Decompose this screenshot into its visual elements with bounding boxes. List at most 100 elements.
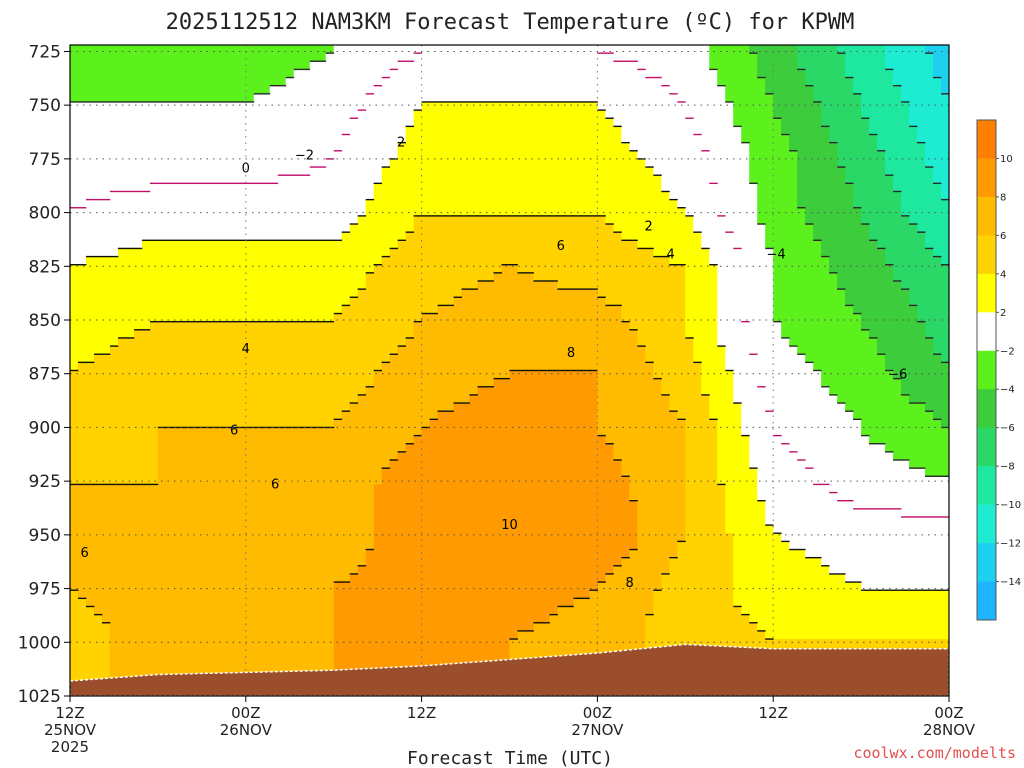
temperature-cell bbox=[549, 289, 559, 298]
temperature-cell bbox=[349, 508, 359, 518]
temperature-cell bbox=[357, 508, 367, 518]
temperature-cell bbox=[165, 77, 175, 87]
temperature-cell bbox=[557, 370, 567, 380]
temperature-cell bbox=[269, 280, 279, 290]
temperature-cell bbox=[501, 93, 511, 103]
temperature-cell bbox=[85, 183, 95, 193]
temperature-cell bbox=[549, 378, 559, 388]
temperature-cell bbox=[533, 199, 543, 209]
temperature-cell bbox=[293, 232, 303, 241]
temperature-cell bbox=[437, 606, 447, 616]
temperature-cell bbox=[93, 582, 103, 591]
temperature-cell bbox=[485, 525, 495, 534]
temperature-cell bbox=[77, 451, 87, 461]
temperature-cell bbox=[261, 378, 271, 388]
temperature-cell bbox=[70, 443, 79, 453]
temperature-cell bbox=[85, 305, 95, 315]
temperature-cell bbox=[389, 61, 399, 71]
temperature-cell bbox=[333, 386, 343, 396]
temperature-cell bbox=[261, 280, 271, 290]
temperature-cell bbox=[181, 85, 191, 95]
temperature-cell bbox=[285, 248, 295, 258]
temperature-cell bbox=[429, 45, 439, 54]
temperature-cell bbox=[165, 232, 175, 241]
temperature-cell bbox=[141, 525, 151, 534]
temperature-cell bbox=[133, 264, 143, 274]
temperature-cell bbox=[245, 582, 255, 591]
temperature-cell bbox=[117, 460, 127, 469]
temperature-cell bbox=[437, 492, 447, 502]
temperature-cell bbox=[309, 134, 319, 144]
temperature-cell bbox=[461, 630, 471, 640]
temperature-cell bbox=[381, 598, 391, 608]
temperature-cell bbox=[413, 264, 423, 274]
temperature-cell bbox=[509, 110, 519, 119]
temperature-cell bbox=[525, 297, 535, 306]
temperature-cell bbox=[181, 126, 191, 136]
temperature-cell bbox=[70, 411, 79, 420]
temperature-cell bbox=[221, 305, 231, 315]
temperature-cell bbox=[301, 622, 311, 632]
temperature-cell bbox=[253, 183, 263, 193]
temperature-cell bbox=[445, 606, 455, 616]
temperature-cell bbox=[117, 419, 127, 429]
temperature-cell bbox=[301, 378, 311, 388]
temperature-cell bbox=[189, 533, 199, 542]
temperature-cell bbox=[397, 232, 407, 241]
temperature-cell bbox=[485, 101, 495, 111]
temperature-cell bbox=[189, 280, 199, 290]
temperature-cell bbox=[453, 508, 463, 518]
temperature-cell bbox=[333, 622, 343, 632]
temperature-cell bbox=[477, 573, 487, 583]
temperature-cell bbox=[461, 370, 471, 380]
temperature-cell bbox=[117, 508, 127, 518]
temperature-cell bbox=[405, 582, 415, 591]
temperature-cell bbox=[293, 427, 303, 437]
temperature-cell bbox=[109, 622, 119, 632]
temperature-cell bbox=[357, 175, 367, 184]
temperature-cell bbox=[229, 61, 239, 71]
temperature-cell bbox=[70, 492, 79, 502]
temperature-cell bbox=[269, 101, 279, 111]
temperature-cell bbox=[325, 232, 335, 241]
temperature-cell bbox=[269, 557, 279, 567]
temperature-cell bbox=[445, 614, 455, 624]
temperature-cell bbox=[133, 69, 143, 79]
temperature-cell bbox=[509, 435, 519, 445]
temperature-cell bbox=[485, 158, 495, 168]
temperature-cell bbox=[125, 606, 135, 616]
temperature-cell bbox=[213, 508, 223, 518]
temperature-cell bbox=[173, 77, 183, 87]
temperature-cell bbox=[125, 598, 135, 608]
temperature-cell bbox=[365, 101, 375, 111]
temperature-cell bbox=[453, 394, 463, 404]
temperature-cell bbox=[381, 175, 391, 184]
temperature-cell bbox=[485, 476, 495, 486]
temperature-cell bbox=[301, 248, 311, 258]
temperature-cell bbox=[245, 321, 255, 331]
temperature-cell bbox=[317, 207, 327, 217]
temperature-cell bbox=[509, 158, 519, 168]
temperature-cell bbox=[165, 297, 175, 306]
temperature-cell bbox=[413, 346, 423, 355]
temperature-cell bbox=[213, 647, 223, 656]
temperature-cell bbox=[493, 565, 503, 575]
temperature-cell bbox=[261, 305, 271, 315]
temperature-cell bbox=[349, 354, 359, 363]
temperature-cell bbox=[533, 167, 543, 176]
temperature-cell bbox=[93, 45, 103, 54]
temperature-cell bbox=[173, 443, 183, 453]
temperature-cell bbox=[253, 110, 263, 119]
temperature-cell bbox=[349, 167, 359, 176]
temperature-cell bbox=[493, 45, 503, 54]
temperature-cell bbox=[293, 492, 303, 502]
temperature-cell bbox=[437, 419, 447, 429]
temperature-cell bbox=[365, 565, 375, 575]
temperature-cell bbox=[261, 411, 271, 420]
temperature-cell bbox=[213, 167, 223, 176]
temperature-cell bbox=[309, 419, 319, 429]
temperature-cell bbox=[453, 158, 463, 168]
temperature-cell bbox=[469, 565, 479, 575]
temperature-cell bbox=[109, 240, 119, 250]
temperature-cell bbox=[157, 85, 167, 95]
